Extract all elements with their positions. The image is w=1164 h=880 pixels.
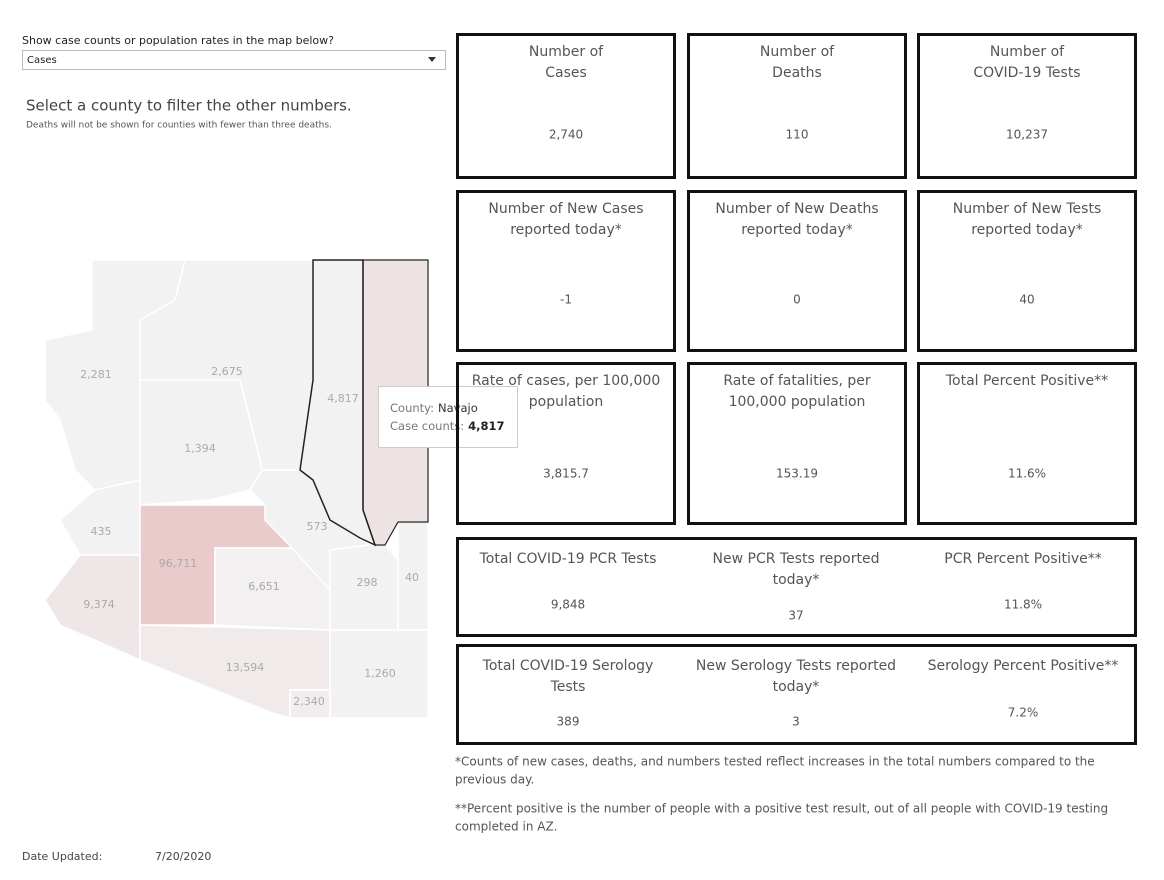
- county[interactable]: [59, 479, 141, 556]
- county-label: 1,260: [364, 667, 396, 680]
- tile-title: Number of: [529, 44, 604, 60]
- tile-value: 153.19: [776, 467, 818, 481]
- county[interactable]: [44, 554, 141, 662]
- tile-value: 7.2%: [1008, 706, 1039, 720]
- tile-value: 389: [557, 715, 580, 729]
- tile-title: New PCR Tests reported: [713, 551, 880, 567]
- dropdown-arrow[interactable]: [428, 57, 436, 62]
- tile-value: -1: [560, 293, 572, 307]
- updated-date: 7/20/2020: [155, 850, 211, 863]
- tile-value: 110: [786, 128, 809, 142]
- tile-title: Rate of fatalities, per: [723, 373, 871, 389]
- filter-label: Show case counts or population rates in …: [22, 34, 334, 47]
- county-label: 13,594: [226, 661, 265, 674]
- filter-selected[interactable]: Cases: [27, 55, 57, 66]
- county-label: 2,675: [211, 365, 243, 378]
- kpi-tile: [456, 190, 676, 352]
- tile-value: 2,740: [549, 128, 583, 142]
- tile-title: Number of New Cases: [488, 201, 643, 217]
- tile-title: Total COVID-19 PCR Tests: [479, 551, 657, 567]
- footnote: *Counts of new cases, deaths, and number…: [455, 755, 1095, 769]
- county[interactable]: [362, 259, 429, 546]
- tooltip: [378, 386, 518, 448]
- footnote: previous day.: [455, 773, 534, 787]
- tile-title: New Serology Tests reported: [696, 658, 896, 674]
- county-label: 2,281: [80, 368, 112, 381]
- county[interactable]: [329, 629, 429, 719]
- tiles: Number of Cases 2,740 Number of Deaths 110 Num…: [22, 33, 1137, 863]
- tile-value: 0: [793, 293, 801, 307]
- tile-value: 3: [792, 715, 800, 729]
- map-title: Select a county to filter the other numb…: [26, 97, 352, 115]
- tile-title: Number of New Deaths: [715, 201, 878, 217]
- county-map: 2,281 2,675 4,817 1,394 435 573 96,711 6,651 298…: [44, 259, 518, 720]
- tile-title: Number of: [760, 44, 835, 60]
- tile-title: population: [529, 394, 604, 410]
- tile-title: reported today*: [510, 222, 622, 238]
- tile-title: Rate of cases, per 100,000: [472, 373, 660, 389]
- kpi-tile: [687, 190, 907, 352]
- filter-dropdown[interactable]: [22, 50, 446, 70]
- kpi-tile: [917, 362, 1137, 525]
- tile-title: COVID-19 Tests: [973, 65, 1080, 81]
- county-label: 96,711: [159, 557, 198, 570]
- tile-value: 37: [788, 609, 803, 623]
- tooltip-value: 4,817: [468, 419, 504, 433]
- county-label: 435: [91, 525, 112, 538]
- kpi-tile: [917, 190, 1137, 352]
- updated-label: Date Updated:: [22, 850, 102, 863]
- county-label: 9,374: [83, 598, 115, 611]
- tooltip-line: Case counts: 4,817: [390, 419, 505, 433]
- county-label: 573: [307, 520, 328, 533]
- tile-value: 3,815.7: [543, 467, 589, 481]
- county-label: 1,394: [184, 442, 216, 455]
- county-label: 2,340: [293, 695, 325, 708]
- tile-value: 11.8%: [1004, 598, 1042, 612]
- tile-title: 100,000 population: [729, 394, 866, 410]
- tile-title: Deaths: [772, 65, 822, 81]
- footnote: **Percent positive is the number of peop…: [455, 802, 1108, 816]
- footnote: completed in AZ.: [455, 820, 557, 834]
- tile-title: reported today*: [741, 222, 853, 238]
- tile-title: Serology Percent Positive**: [928, 658, 1119, 674]
- kpi-row: [456, 644, 1137, 745]
- kpi-tile: [917, 33, 1137, 179]
- tile-title: Tests: [550, 679, 586, 695]
- tile-title: PCR Percent Positive**: [944, 551, 1102, 567]
- county-label: 298: [357, 576, 378, 589]
- tooltip-key: Case counts:: [390, 419, 464, 433]
- tooltip-line: County: Navajo: [390, 401, 478, 415]
- kpi-tile: [456, 33, 676, 179]
- county-label: 4,817: [327, 392, 359, 405]
- tile-title: Number of New Tests: [953, 201, 1101, 217]
- tile-title: Cases: [545, 65, 587, 81]
- map-note: Deaths will not be shown for counties wi…: [26, 121, 332, 131]
- tile-title: Total Percent Positive**: [945, 373, 1108, 389]
- tile-title: reported today*: [971, 222, 1083, 238]
- tile-title: Number of: [990, 44, 1065, 60]
- tile-value: 9,848: [551, 598, 585, 612]
- tile-value: 10,237: [1006, 128, 1048, 142]
- kpi-row: [456, 537, 1137, 637]
- kpi-tile: [687, 362, 907, 525]
- county-label: 40: [405, 571, 419, 584]
- tile-value: 40: [1019, 293, 1034, 307]
- kpi-tile: [456, 362, 676, 525]
- tile-title: Total COVID-19 Serology: [482, 658, 654, 674]
- county-label: 6,651: [248, 580, 280, 593]
- tile-title: today*: [773, 679, 820, 695]
- tile-value: 11.6%: [1008, 467, 1046, 481]
- county[interactable]: [289, 689, 331, 719]
- kpi-tile: [687, 33, 907, 179]
- tile-title: today*: [773, 572, 820, 588]
- tooltip-key: County:: [390, 401, 434, 415]
